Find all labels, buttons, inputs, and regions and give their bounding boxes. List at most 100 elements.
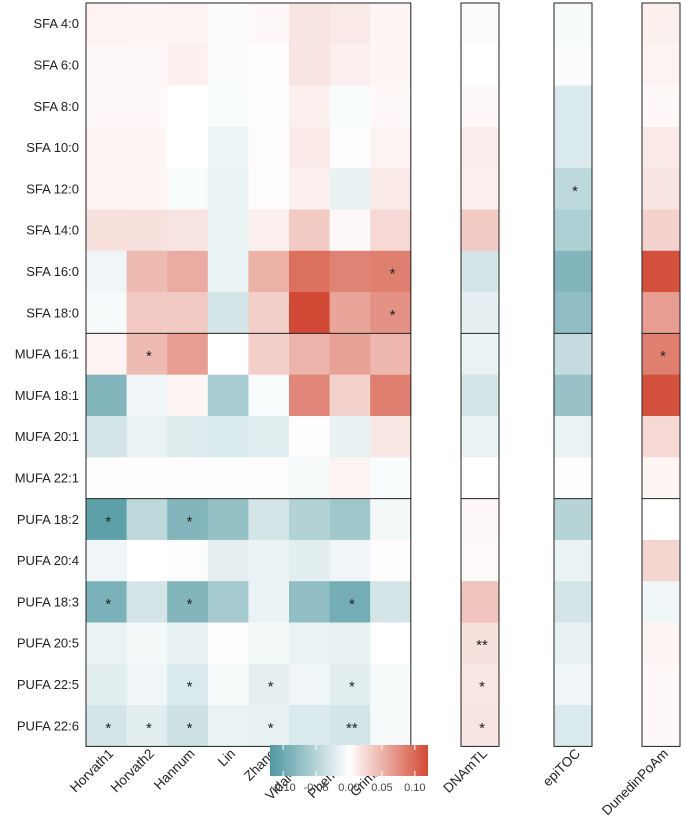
- cell-pufa-22-6-grimage2: [370, 705, 412, 747]
- cell-mufa-22-1-dunedinpoam: [642, 457, 681, 500]
- cell-sfa-14-0-vidal-bralo: [289, 209, 331, 252]
- significance-mark: *: [390, 265, 396, 282]
- cell-mufa-16-1-phenoage: [329, 333, 371, 376]
- row-label-mufa-16-1: MUFA 16:1: [15, 347, 79, 362]
- panel-border-epitoc: [553, 2, 593, 747]
- cell-sfa-18-0-dnamtl: [461, 292, 500, 334]
- cell-pufa-20-4-grimage2: [370, 539, 412, 582]
- cell-pufa-18-2-horvath1: [86, 498, 128, 541]
- cell-mufa-22-1-epitoc: [554, 457, 593, 500]
- cell-sfa-12-0-horvath1: [86, 168, 128, 210]
- cell-mufa-18-1-dunedinpoam: [642, 374, 681, 417]
- cell-mufa-16-1-dnamtl: [461, 333, 500, 376]
- cell-sfa-12-0-hannum: [167, 168, 209, 210]
- significance-mark: *: [105, 720, 111, 737]
- row-label-sfa-4-0: SFA 4:0: [33, 16, 79, 31]
- cell-sfa-18-0-lin: [207, 292, 249, 334]
- cell-pufa-20-5-grimage2: [370, 622, 412, 665]
- cell-pufa-22-6-hannum: [167, 705, 209, 747]
- cell-mufa-18-1-horvath1: [86, 374, 128, 417]
- cell-sfa-16-0-zhang: [248, 250, 290, 293]
- cell-pufa-18-3-hannum: [167, 581, 209, 623]
- cell-sfa-6-0-dnamtl: [461, 44, 500, 87]
- cell-sfa-10-0-dunedinpoam: [642, 126, 681, 169]
- cell-mufa-18-1-grimage2: [370, 374, 412, 417]
- cell-pufa-20-4-dunedinpoam: [642, 539, 681, 582]
- cell-pufa-22-5-vidal-bralo: [289, 663, 331, 706]
- cell-mufa-20-1-horvath2: [126, 416, 168, 458]
- cell-sfa-4-0-lin: [207, 3, 249, 45]
- cell-sfa-4-0-epitoc: [554, 3, 593, 45]
- cell-pufa-22-5-zhang: [248, 663, 290, 706]
- cell-sfa-6-0-horvath1: [86, 44, 128, 87]
- cell-sfa-6-0-epitoc: [554, 44, 593, 87]
- cell-sfa-18-0-grimage2: [370, 292, 412, 334]
- cell-sfa-10-0-epitoc: [554, 126, 593, 169]
- cell-pufa-18-2-hannum: [167, 498, 209, 541]
- cell-sfa-10-0-zhang: [248, 126, 290, 169]
- cell-pufa-18-2-dnamtl: [461, 498, 500, 541]
- cell-sfa-18-0-epitoc: [554, 292, 593, 334]
- cell-sfa-12-0-phenoage: [329, 168, 371, 210]
- cell-sfa-18-0-horvath1: [86, 292, 128, 334]
- cell-pufa-18-3-zhang: [248, 581, 290, 623]
- cell-sfa-16-0-grimage2: [370, 250, 412, 293]
- cell-sfa-12-0-dnamtl: [461, 168, 500, 210]
- cell-sfa-4-0-dnamtl: [461, 3, 500, 45]
- cell-sfa-4-0-phenoage: [329, 3, 371, 45]
- cell-sfa-10-0-horvath2: [126, 126, 168, 169]
- cell-sfa-16-0-lin: [207, 250, 249, 293]
- column-label-dnamtl: DNAmTL: [440, 746, 490, 796]
- cell-mufa-16-1-vidal-bralo: [289, 333, 331, 376]
- cell-mufa-16-1-horvath1: [86, 333, 128, 376]
- cell-pufa-18-2-dunedinpoam: [642, 498, 681, 541]
- legend-tick-label: -0.10: [271, 782, 296, 794]
- cell-sfa-14-0-dunedinpoam: [642, 209, 681, 252]
- cell-pufa-18-3-horvath2: [126, 581, 168, 623]
- cell-pufa-20-5-vidal-bralo: [289, 622, 331, 665]
- cell-sfa-10-0-dnamtl: [461, 126, 500, 169]
- cell-mufa-20-1-lin: [207, 416, 249, 458]
- cell-mufa-20-1-zhang: [248, 416, 290, 458]
- significance-mark: *: [479, 720, 485, 737]
- cell-sfa-12-0-vidal-bralo: [289, 168, 331, 210]
- cell-mufa-16-1-horvath2: [126, 333, 168, 376]
- cell-pufa-20-4-horvath2: [126, 539, 168, 582]
- cell-sfa-16-0-epitoc: [554, 250, 593, 293]
- cell-mufa-16-1-dunedinpoam: [642, 333, 681, 376]
- cell-pufa-18-2-lin: [207, 498, 249, 541]
- cell-mufa-16-1-hannum: [167, 333, 209, 376]
- cell-sfa-8-0-dunedinpoam: [642, 85, 681, 128]
- cell-mufa-16-1-zhang: [248, 333, 290, 376]
- column-label-epitoc: epiTOC: [540, 746, 584, 790]
- cell-mufa-16-1-lin: [207, 333, 249, 376]
- panel-border-main: [85, 2, 412, 747]
- legend-tick-label: 0.05: [371, 782, 392, 794]
- cell-sfa-8-0-zhang: [248, 85, 290, 128]
- cell-sfa-6-0-dunedinpoam: [642, 44, 681, 87]
- cell-sfa-14-0-hannum: [167, 209, 209, 252]
- cell-sfa-14-0-lin: [207, 209, 249, 252]
- significance-mark: *: [146, 720, 152, 737]
- cell-pufa-18-3-dunedinpoam: [642, 581, 681, 623]
- cell-sfa-8-0-dnamtl: [461, 85, 500, 128]
- cell-sfa-18-0-zhang: [248, 292, 290, 334]
- row-label-sfa-10-0: SFA 10:0: [26, 140, 79, 155]
- cell-pufa-22-5-phenoage: [329, 663, 371, 706]
- cell-sfa-10-0-phenoage: [329, 126, 371, 169]
- cell-pufa-22-6-lin: [207, 705, 249, 747]
- significance-mark: *: [105, 513, 111, 530]
- cell-sfa-12-0-dunedinpoam: [642, 168, 681, 210]
- cell-mufa-22-1-dnamtl: [461, 457, 500, 500]
- cell-pufa-20-4-dnamtl: [461, 539, 500, 582]
- cell-pufa-22-6-horvath1: [86, 705, 128, 747]
- cell-sfa-6-0-lin: [207, 44, 249, 87]
- cell-mufa-22-1-zhang: [248, 457, 290, 500]
- cell-sfa-6-0-hannum: [167, 44, 209, 87]
- legend-colorbar: [270, 745, 428, 776]
- significance-mark: *: [268, 720, 274, 737]
- cell-sfa-8-0-lin: [207, 85, 249, 128]
- cell-pufa-20-5-dnamtl: [461, 622, 500, 665]
- cell-pufa-22-5-horvath1: [86, 663, 128, 706]
- cell-mufa-18-1-horvath2: [126, 374, 168, 417]
